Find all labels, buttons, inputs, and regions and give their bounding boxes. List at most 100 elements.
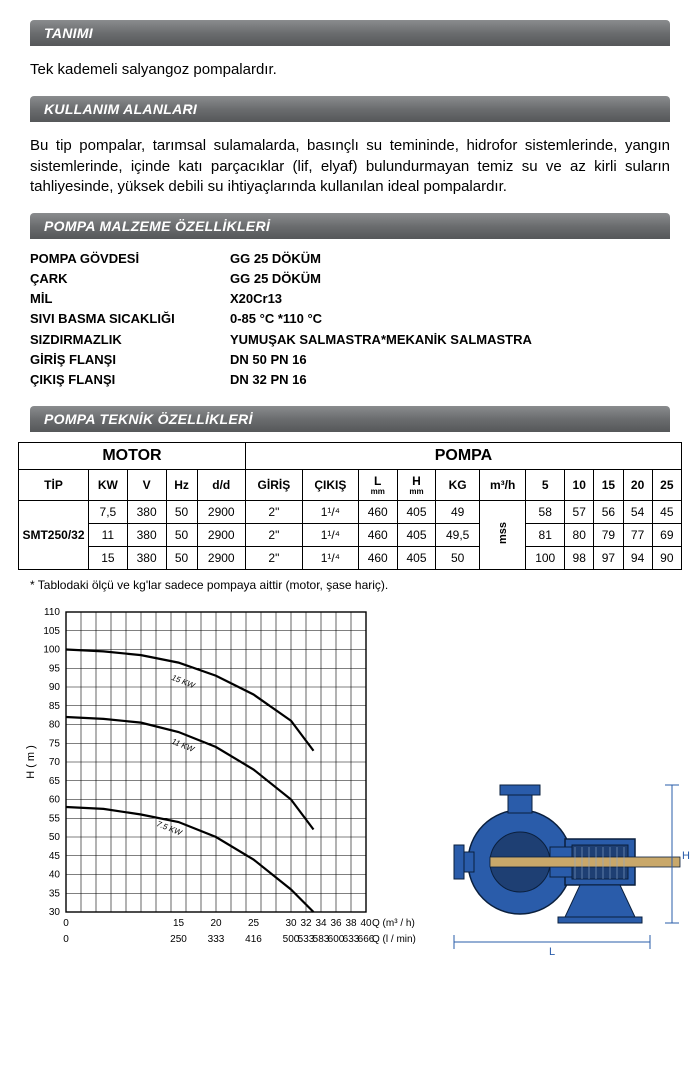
cell-kw: 15 xyxy=(89,546,128,569)
svg-text:60: 60 xyxy=(49,794,61,805)
svg-text:38: 38 xyxy=(345,918,357,929)
cell-perf: 94 xyxy=(623,546,652,569)
svg-text:95: 95 xyxy=(49,663,61,674)
svg-text:40: 40 xyxy=(360,918,372,929)
cell-tip: SMT250/32 xyxy=(19,500,89,569)
material-row: GİRİŞ FLANŞIDN 50 PN 16 xyxy=(30,350,670,370)
cell-dd: 2900 xyxy=(197,523,245,546)
svg-text:90: 90 xyxy=(49,682,61,693)
material-key: GİRİŞ FLANŞI xyxy=(30,350,230,370)
svg-text:80: 80 xyxy=(49,719,61,730)
svg-text:0: 0 xyxy=(63,918,69,929)
svg-text:250: 250 xyxy=(170,934,187,945)
svg-text:35: 35 xyxy=(49,888,61,899)
table-row: 153805029002"1¹/⁴4604055010098979490 xyxy=(19,546,682,569)
material-row: ÇIKIŞ FLANŞIDN 32 PN 16 xyxy=(30,370,670,390)
th-pompa: POMPA xyxy=(245,442,681,469)
material-row: MİLX20Cr13 xyxy=(30,289,670,309)
material-value: GG 25 DÖKÜM xyxy=(230,249,670,269)
th-v: V xyxy=(127,469,166,500)
cell-l: 460 xyxy=(358,546,397,569)
svg-text:55: 55 xyxy=(49,813,61,824)
material-key: ÇARK xyxy=(30,269,230,289)
cell-perf: 90 xyxy=(652,546,681,569)
svg-text:416: 416 xyxy=(245,934,262,945)
cell-perf: 77 xyxy=(623,523,652,546)
material-value: DN 50 PN 16 xyxy=(230,350,670,370)
svg-text:0: 0 xyxy=(63,934,69,945)
material-key: POMPA GÖVDESİ xyxy=(30,249,230,269)
th-10: 10 xyxy=(565,469,594,500)
section-header-materials: POMPA MALZEME ÖZELLİKLERİ xyxy=(30,213,670,239)
svg-text:25: 25 xyxy=(248,918,260,929)
cell-giris: 2" xyxy=(245,523,302,546)
svg-text:20: 20 xyxy=(210,918,222,929)
svg-text:110: 110 xyxy=(44,607,60,618)
material-row: SIVI BASMA SICAKLIĞI0-85 °C *110 °C xyxy=(30,309,670,329)
svg-text:30: 30 xyxy=(285,918,297,929)
svg-text:30: 30 xyxy=(49,907,61,918)
cell-kw: 7,5 xyxy=(89,500,128,523)
svg-text:40: 40 xyxy=(49,869,61,880)
cell-perf: 97 xyxy=(594,546,623,569)
cell-giris: 2" xyxy=(245,546,302,569)
definition-text: Tek kademeli salyangoz pompalardır. xyxy=(0,52,700,90)
cell-kg: 49 xyxy=(436,500,480,523)
th-motor: MOTOR xyxy=(19,442,246,469)
th-cikis: ÇIKIŞ xyxy=(302,469,358,500)
material-value: 0-85 °C *110 °C xyxy=(230,309,670,329)
cell-perf: 54 xyxy=(623,500,652,523)
th-kg: KG xyxy=(436,469,480,500)
cell-kg: 49,5 xyxy=(436,523,480,546)
svg-text:11 KW: 11 KW xyxy=(170,737,196,755)
cell-cikis: 1¹/⁴ xyxy=(302,500,358,523)
svg-text:Q (l / min): Q (l / min) xyxy=(372,934,416,945)
th-dd: d/d xyxy=(197,469,245,500)
cell-perf: 79 xyxy=(594,523,623,546)
material-value: X20Cr13 xyxy=(230,289,670,309)
materials-table: POMPA GÖVDESİGG 25 DÖKÜMÇARKGG 25 DÖKÜM M… xyxy=(0,245,700,400)
cell-perf: 45 xyxy=(652,500,681,523)
material-key: ÇIKIŞ FLANŞI xyxy=(30,370,230,390)
pump-diagram: LH xyxy=(430,757,690,987)
material-key: SIVI BASMA SICAKLIĞI xyxy=(30,309,230,329)
cell-cikis: 1¹/⁴ xyxy=(302,523,358,546)
cell-h: 405 xyxy=(397,500,436,523)
svg-text:36: 36 xyxy=(330,918,342,929)
material-value: DN 32 PN 16 xyxy=(230,370,670,390)
svg-text:H ( m ): H ( m ) xyxy=(25,745,37,779)
th-tip: TİP xyxy=(19,469,89,500)
svg-text:32: 32 xyxy=(300,918,312,929)
svg-text:100: 100 xyxy=(43,644,60,655)
cell-perf: 100 xyxy=(526,546,565,569)
cell-giris: 2" xyxy=(245,500,302,523)
cell-h: 405 xyxy=(397,546,436,569)
cell-hz: 50 xyxy=(166,523,197,546)
svg-text:15: 15 xyxy=(173,918,185,929)
table-row: 113805029002"1¹/⁴46040549,58180797769 xyxy=(19,523,682,546)
cell-perf: 80 xyxy=(565,523,594,546)
th-5: 5 xyxy=(526,469,565,500)
th-giris: GİRİŞ xyxy=(245,469,302,500)
svg-text:70: 70 xyxy=(49,757,61,768)
cell-l: 460 xyxy=(358,500,397,523)
table-row: SMT250/327,53805029002"1¹/⁴46040549mss58… xyxy=(19,500,682,523)
svg-text:H: H xyxy=(682,850,690,862)
svg-text:15 KW: 15 KW xyxy=(170,673,197,691)
performance-chart: 3035404550556065707580859095100105110H (… xyxy=(20,602,420,987)
cell-dd: 2900 xyxy=(197,546,245,569)
cell-perf: 58 xyxy=(526,500,565,523)
svg-text:85: 85 xyxy=(49,701,61,712)
cell-dd: 2900 xyxy=(197,500,245,523)
cell-perf: 69 xyxy=(652,523,681,546)
th-25: 25 xyxy=(652,469,681,500)
usage-text: Bu tip pompalar, tarımsal sulamalarda, b… xyxy=(0,128,700,207)
cell-v: 380 xyxy=(127,500,166,523)
svg-text:L: L xyxy=(549,946,555,958)
cell-kw: 11 xyxy=(89,523,128,546)
th-h: Hmm xyxy=(397,469,436,500)
material-row: POMPA GÖVDESİGG 25 DÖKÜM xyxy=(30,249,670,269)
cell-perf: 98 xyxy=(565,546,594,569)
cell-mss: mss xyxy=(479,500,525,569)
cell-perf: 56 xyxy=(594,500,623,523)
